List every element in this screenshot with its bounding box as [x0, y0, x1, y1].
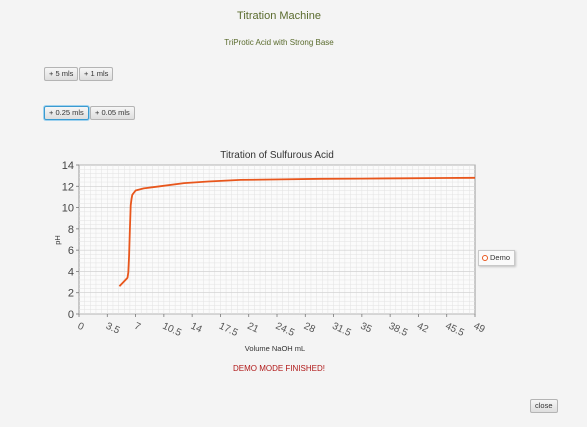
x-tick-label: 31.5	[330, 321, 353, 339]
x-tick-label: 10.5	[161, 321, 184, 339]
y-tick-label: 10	[62, 203, 74, 215]
series-line-demo	[118, 176, 476, 287]
close-button[interactable]: close	[530, 399, 558, 413]
chart-title: Titration of Sulfurous Acid	[220, 150, 334, 161]
y-tick-label: 0	[68, 309, 74, 321]
y-tick-label: 2	[68, 288, 74, 300]
app-subtitle: TriProtic Acid with Strong Base	[224, 38, 334, 47]
x-tick-label: 28	[302, 321, 317, 336]
legend-marker-icon	[482, 255, 488, 261]
x-tick-label: 45.5	[443, 321, 466, 339]
x-tick-label: 7	[132, 321, 142, 334]
add-5-mls-button[interactable]: + 5 mls	[44, 67, 79, 81]
app-title: Titration Machine	[237, 10, 321, 22]
x-tick-label: 35	[359, 321, 374, 336]
y-tick-label: 4	[68, 266, 74, 278]
status-message: DEMO MODE FINISHED!	[232, 364, 325, 373]
x-tick-label: 24.5	[274, 321, 297, 339]
chart-legend: Demo	[478, 250, 515, 266]
y-tick-label: 6	[68, 245, 74, 257]
y-axis-label: pH	[53, 235, 62, 245]
add-1-mls-button[interactable]: + 1 mls	[79, 67, 114, 81]
x-axis-label: Volume NaOH mL	[245, 344, 305, 353]
y-tick-label: 14	[62, 160, 74, 172]
y-tick-label: 8	[68, 224, 74, 236]
x-tick-label: 42	[415, 321, 430, 336]
x-tick-label: 14	[189, 321, 204, 336]
y-tick-label: 12	[62, 181, 74, 193]
x-tick-label: 3.5	[104, 321, 122, 337]
x-tick-label: 21	[245, 321, 260, 336]
add-0-05-mls-button[interactable]: + 0.05 mls	[90, 106, 135, 120]
x-tick-label: 49	[472, 321, 487, 336]
x-tick-label: 0	[76, 321, 86, 334]
add-0-25-mls-button[interactable]: + 0.25 mls	[44, 106, 89, 120]
x-tick-label: 38.5	[387, 321, 410, 339]
legend-label: Demo	[490, 253, 511, 262]
x-tick-label: 17.5	[217, 321, 240, 339]
